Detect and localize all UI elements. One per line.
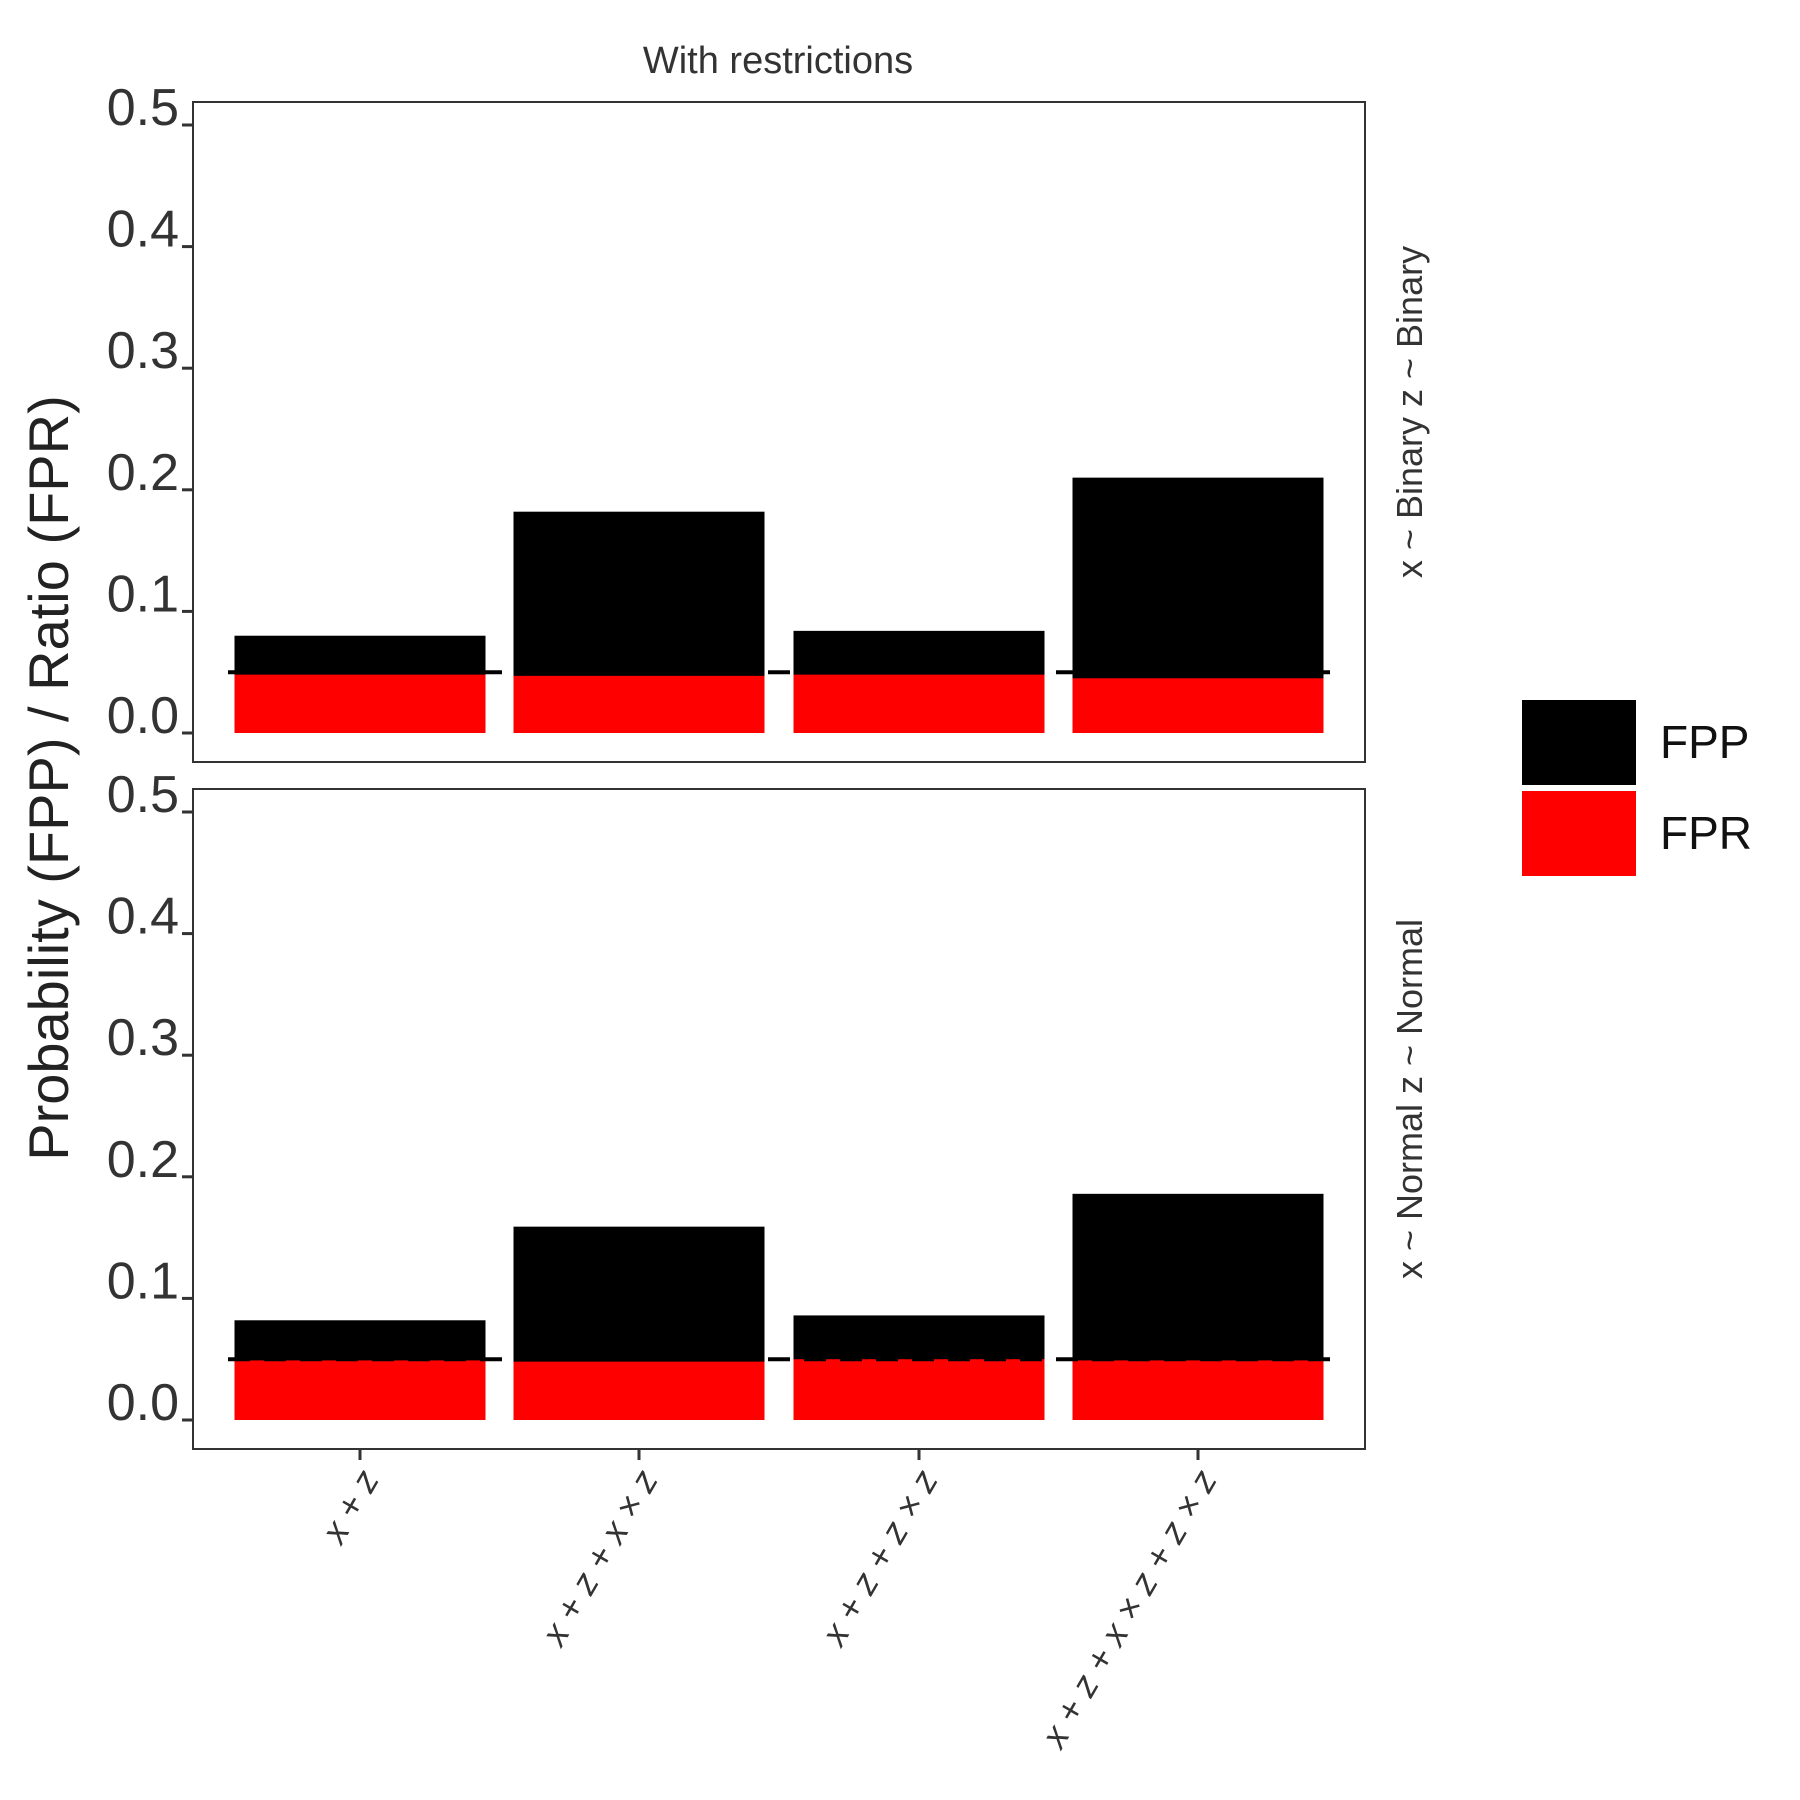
y-tick-label: 0.5 [107,79,179,137]
panel-1: 0.0 0.1 0.2 0.3 0.4 0.5 x ~ Binary z ~ Binary [107,79,1430,763]
legend-key-fpr [1522,791,1636,876]
chart-title: With restrictions [643,40,913,82]
y-tick-label: 0.5 [107,766,179,824]
bar-fpr [1072,678,1324,733]
y-tick-label: 0.4 [107,201,179,259]
bar-fpr [1072,1360,1324,1420]
bar-fpr [513,1361,765,1420]
y-tick-label: 0.3 [107,1009,179,1067]
plot-panels: 0.00.10.20.30.40.5x ~ Binary z ~ Binary0… [107,79,1430,1450]
legend-key-fpp [1522,700,1636,785]
bar-fpr [234,674,486,733]
bar-fpr [793,674,1045,733]
x-tick-label: x + z + x × z [532,1463,666,1654]
y-tick-label: 0.3 [107,322,179,380]
y-tick-label: 0.4 [107,888,179,946]
panel-2: 0.0 0.1 0.2 0.3 0.4 0.5 x ~ Normal z ~ Normal [107,766,1430,1450]
y-tick-label: 0.0 [107,687,179,745]
panel-border [192,788,1366,1450]
facet-strip-label: x ~ Normal z ~ Normal [1389,919,1430,1279]
x-tick-label: x + z + z × z [812,1463,946,1654]
panel-border [192,101,1366,763]
y-axis-title: Probability (FPP) / Ratio (FPR) [17,395,80,1161]
x-tick-label: x + z + x × z + z × z [1032,1463,1225,1756]
facet-strip-label: x ~ Binary z ~ Binary [1389,246,1430,578]
bar-fpr [513,675,765,733]
legend-label-fpp: FPP [1660,716,1749,768]
x-tick-label: x + z [312,1463,387,1552]
bar-fpr [793,1359,1045,1420]
legend-label-fpr: FPR [1660,807,1752,859]
bar-fpr [234,1360,486,1420]
y-tick-label: 0.0 [107,1374,179,1432]
y-tick-label: 0.2 [107,444,179,502]
y-tick-label: 0.1 [107,565,179,623]
x-axis: x + z x + z + x × z x + z + z × z x + z + x… [312,1449,1225,1756]
legend: FPP FPR [1522,700,1752,876]
y-tick-label: 0.2 [107,1131,179,1189]
y-tick-label: 0.1 [107,1252,179,1310]
